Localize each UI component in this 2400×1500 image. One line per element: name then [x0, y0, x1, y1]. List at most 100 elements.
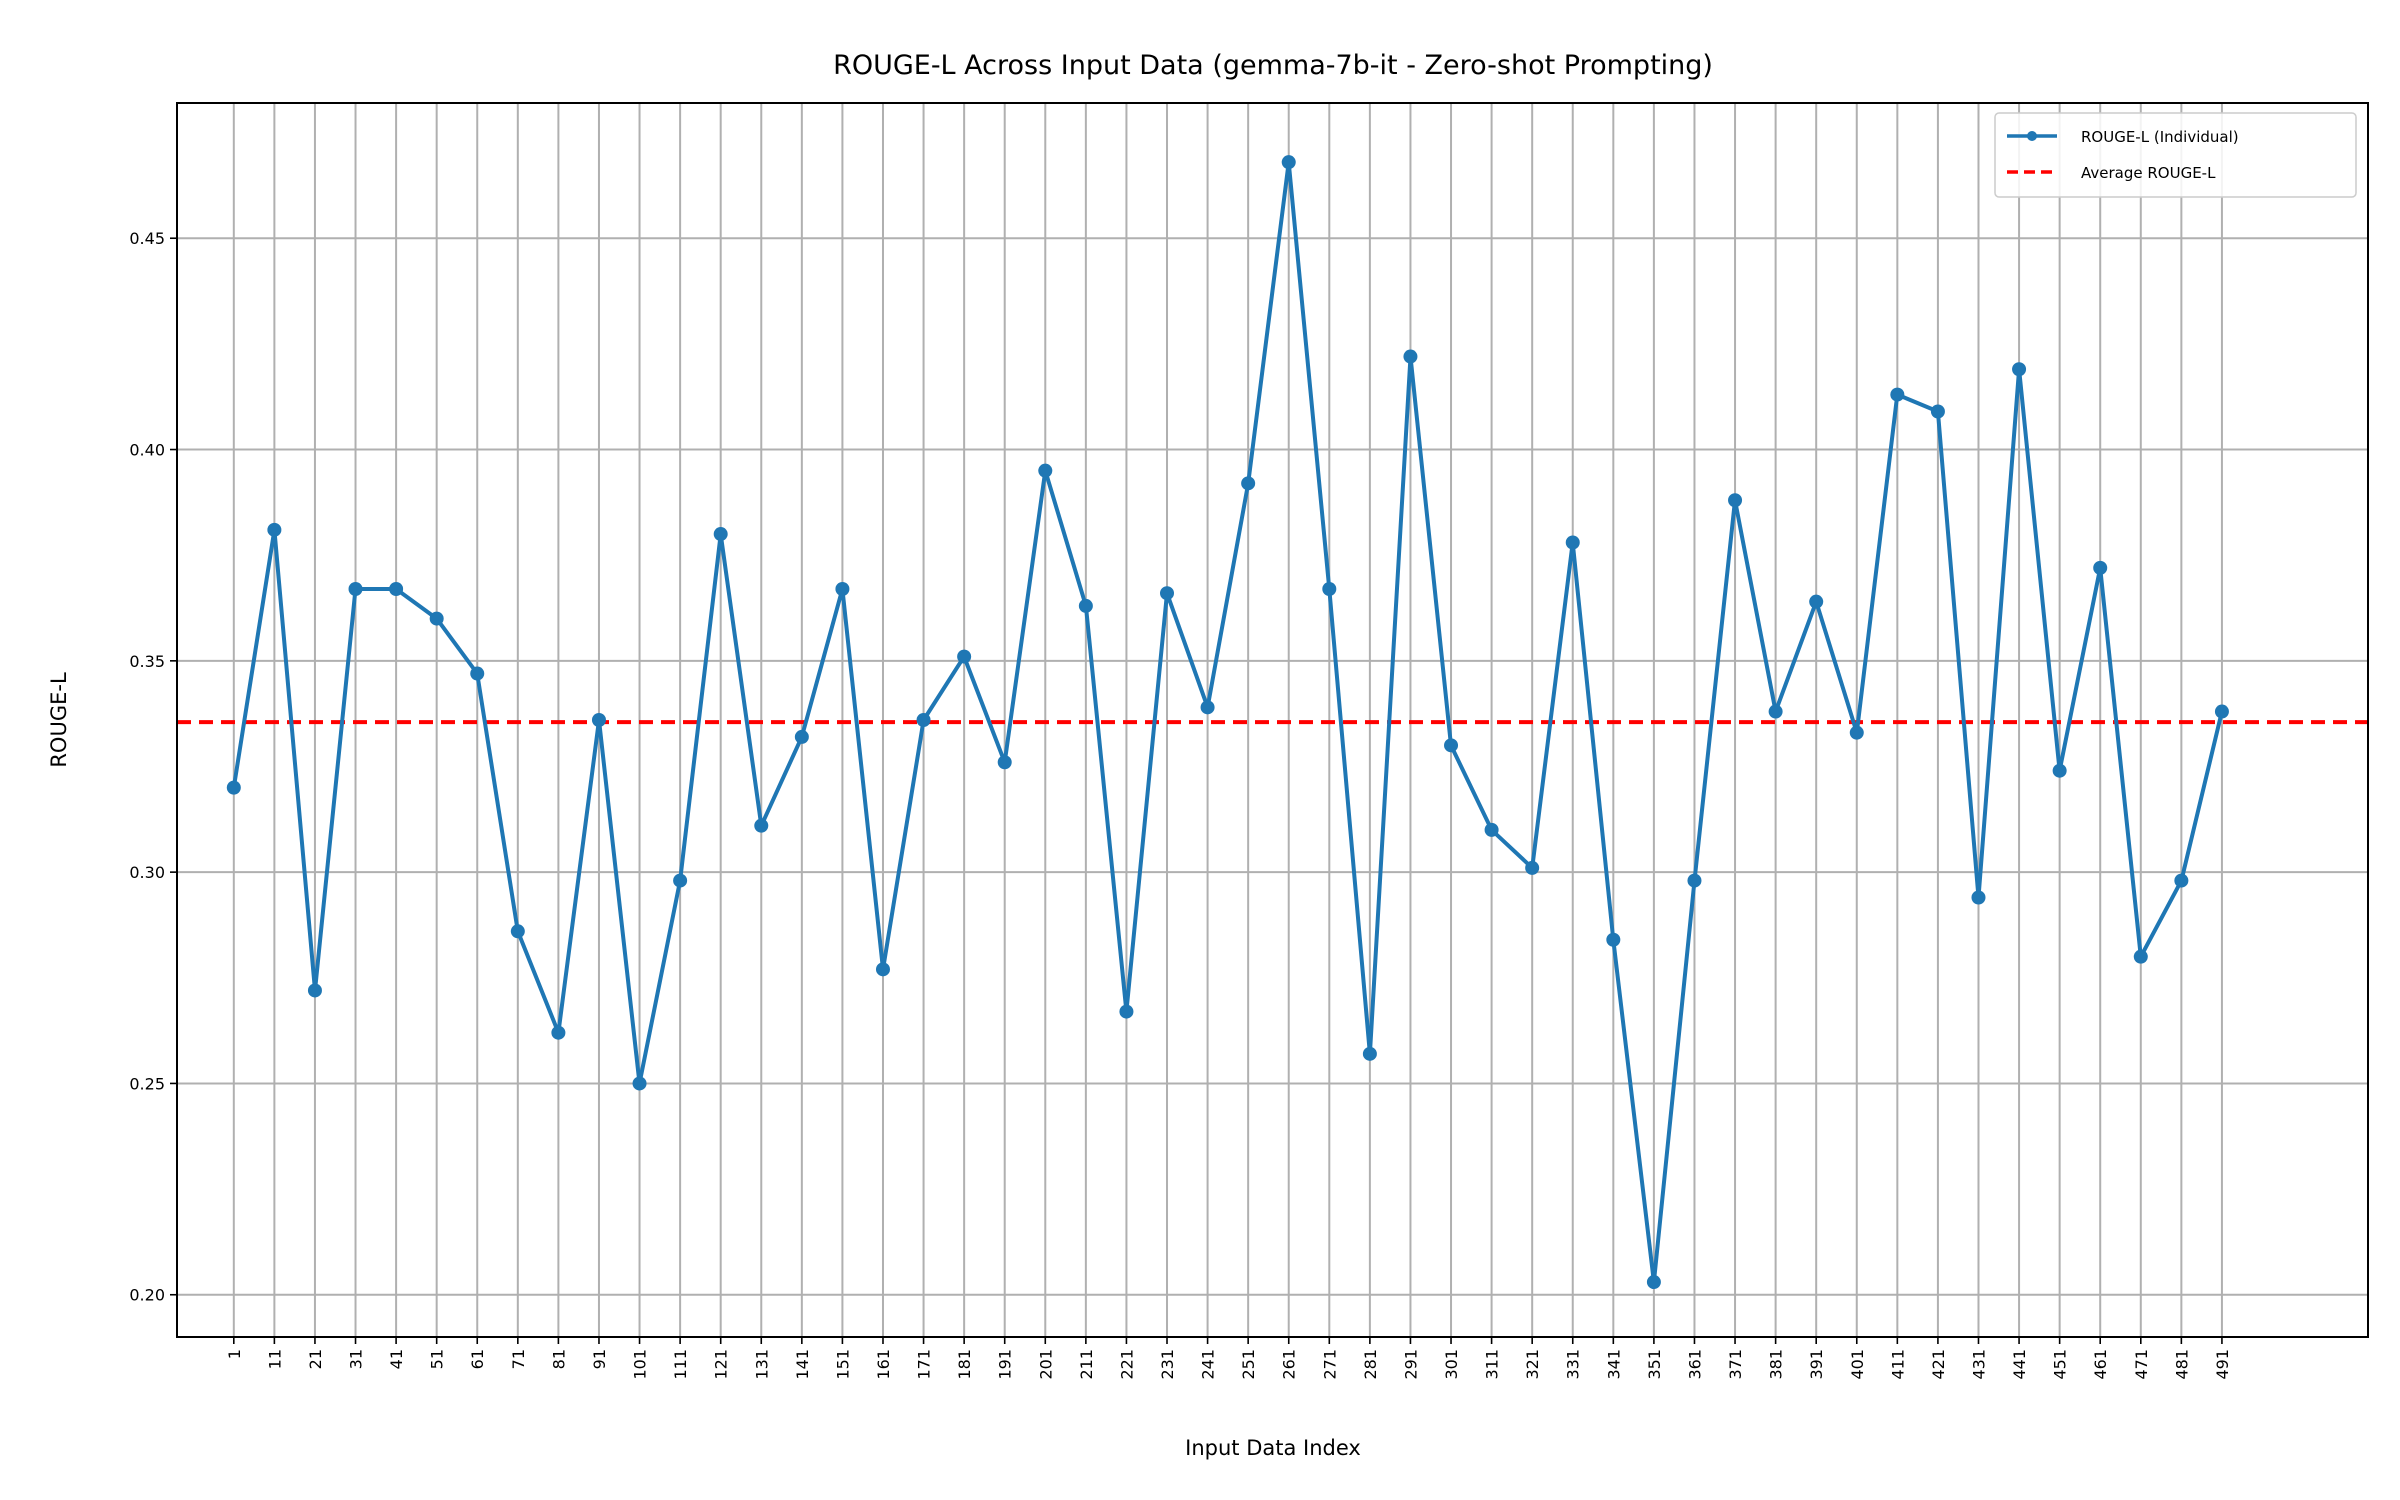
x-tick-label: 221: [1117, 1349, 1136, 1380]
x-tick-label: 101: [631, 1349, 650, 1380]
x-tick-label: 61: [468, 1349, 487, 1369]
x-tick-label: 481: [2172, 1349, 2191, 1380]
x-tick-label: 141: [793, 1349, 812, 1380]
y-tick-label: 0.30: [129, 863, 165, 882]
legend: ROUGE-L (Individual) Average ROUGE-L: [1994, 112, 2357, 198]
x-tick-label: 151: [833, 1349, 852, 1380]
x-tick-label: 231: [1158, 1349, 1177, 1380]
x-tick-label: 431: [1969, 1349, 1988, 1380]
x-tick-label: 351: [1645, 1349, 1664, 1380]
data-point: [551, 1025, 566, 1040]
series-group: [226, 155, 2229, 1290]
data-point: [1565, 535, 1580, 550]
data-point: [1444, 738, 1459, 753]
grid: [177, 103, 2368, 1337]
y-tick-label: 0.45: [129, 229, 165, 248]
data-point: [1768, 704, 1783, 719]
data-point: [673, 873, 688, 888]
x-tick-label: 171: [915, 1349, 934, 1380]
data-point: [389, 581, 404, 596]
data-point: [510, 924, 525, 939]
data-point: [1119, 1004, 1134, 1019]
x-tick-label: 281: [1361, 1349, 1380, 1380]
x-tick-label: 331: [1564, 1349, 1583, 1380]
data-point: [1728, 493, 1743, 508]
data-point: [591, 713, 606, 727]
x-tick-label: 71: [509, 1349, 528, 1369]
x-tick-label: 461: [2091, 1349, 2110, 1380]
data-point: [794, 729, 809, 744]
data-point: [267, 522, 282, 537]
data-point: [632, 1076, 647, 1091]
y-tick-label: 0.40: [129, 441, 165, 460]
series-line-individual: [231, 160, 2224, 1285]
data-point: [1930, 404, 1945, 419]
x-tick-label: 241: [1199, 1349, 1218, 1380]
y-axis: 0.20 0.25 0.30 0.35 0.40 0.45: [129, 229, 177, 1305]
x-tick-label: 111: [671, 1349, 690, 1380]
y-tick-label: 0.20: [129, 1286, 165, 1305]
x-tick-label: 311: [1483, 1349, 1502, 1380]
legend-label-individual: ROUGE-L (Individual): [2081, 128, 2239, 146]
data-point: [1241, 476, 1256, 491]
data-point: [1322, 581, 1337, 596]
x-tick-label: 471: [2132, 1349, 2151, 1380]
x-tick-label: 161: [874, 1349, 893, 1380]
plot-frame: [176, 102, 2369, 1338]
x-tick-label: 91: [590, 1349, 609, 1369]
data-point: [1362, 1046, 1377, 1061]
x-tick-label: 81: [549, 1349, 568, 1369]
data-point: [2012, 362, 2027, 377]
x-tick-label: 341: [1604, 1349, 1623, 1380]
x-tick-label: 31: [347, 1349, 366, 1369]
x-tick-label: 451: [2051, 1349, 2070, 1380]
legend-series-marker-swatch: [2027, 131, 2037, 141]
data-point: [835, 581, 850, 596]
chart-title: ROUGE-L Across Input Data (gemma-7b-it -…: [833, 50, 1713, 81]
legend-frame: [1994, 112, 2357, 198]
data-point: [429, 611, 444, 626]
data-point: [1484, 822, 1499, 837]
data-point: [875, 962, 890, 977]
x-tick-label: 301: [1442, 1349, 1461, 1380]
data-point: [470, 666, 485, 681]
x-tick-label: 421: [1929, 1349, 1948, 1380]
x-tick-label: 131: [752, 1349, 771, 1380]
x-tick-label: 441: [2010, 1349, 2029, 1380]
x-tick-label: 401: [1848, 1349, 1867, 1380]
x-axis: 1 11 21 31 41 51 61 71 81 91 101 111 121 131 141 151 161…: [225, 1337, 2232, 1380]
data-point: [1646, 1275, 1661, 1290]
data-point: [957, 649, 972, 664]
x-tick-label: 391: [1807, 1349, 1826, 1380]
x-tick-label: 211: [1077, 1349, 1096, 1380]
x-tick-label: 11: [265, 1349, 284, 1369]
data-point: [1160, 586, 1175, 601]
x-axis-label: Input Data Index: [1185, 1436, 1361, 1460]
data-point: [1809, 594, 1824, 609]
data-point: [997, 755, 1012, 770]
x-tick-label: 251: [1239, 1349, 1258, 1380]
data-point: [1200, 700, 1215, 715]
x-tick-label: 291: [1401, 1349, 1420, 1380]
x-tick-label: 361: [1685, 1349, 1704, 1380]
data-point: [1525, 860, 1540, 875]
data-point: [1890, 387, 1905, 402]
data-point: [307, 983, 322, 998]
data-point: [1281, 155, 1296, 170]
data-point: [1403, 349, 1418, 364]
x-tick-label: 41: [387, 1349, 406, 1369]
data-point: [2174, 873, 2189, 888]
data-point: [226, 780, 241, 795]
data-point: [713, 527, 728, 542]
data-point: [754, 818, 769, 833]
x-tick-label: 51: [428, 1349, 447, 1369]
x-tick-label: 21: [306, 1349, 325, 1369]
data-point: [1038, 463, 1053, 478]
x-tick-label: 491: [2213, 1349, 2232, 1380]
data-point: [2052, 763, 2067, 778]
x-tick-label: 181: [955, 1349, 974, 1380]
legend-label-average: Average ROUGE-L: [2081, 164, 2216, 182]
y-tick-label: 0.25: [129, 1074, 165, 1093]
data-point: [1687, 873, 1702, 888]
